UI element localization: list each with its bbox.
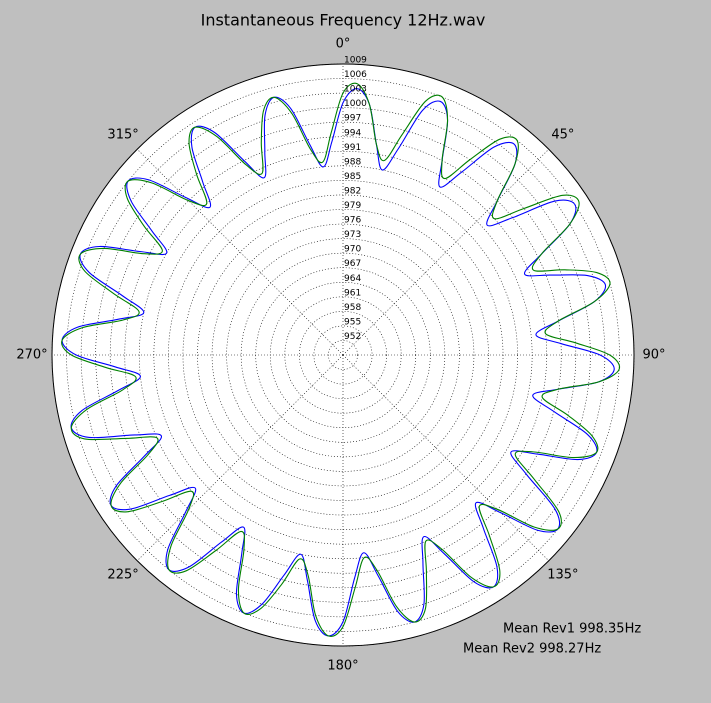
r-tick-label: 973 <box>344 230 361 240</box>
r-tick-label: 994 <box>344 128 361 138</box>
r-tick-label: 1003 <box>344 85 367 95</box>
theta-tick-label: 45° <box>551 128 574 143</box>
grid-spoke <box>342 354 549 561</box>
theta-tick-label: 315° <box>107 128 138 143</box>
grid-spoke <box>342 149 549 356</box>
r-tick-label: 967 <box>344 259 361 269</box>
theta-tick-label: 135° <box>547 567 578 582</box>
grid-circle <box>284 296 402 414</box>
r-tick-label: 964 <box>344 274 361 284</box>
grid-circle <box>182 194 504 516</box>
annotation: Mean Rev1 998.35Hz <box>503 622 641 637</box>
plot-area <box>51 63 635 647</box>
r-tick-label: 991 <box>344 143 361 153</box>
plot-border <box>51 63 635 647</box>
theta-tick-label: 270° <box>16 348 47 363</box>
r-tick-label: 1009 <box>344 56 367 66</box>
grid-circle <box>211 223 475 487</box>
r-tick-label: 961 <box>344 288 361 298</box>
theta-tick-label: 0° <box>336 37 351 52</box>
r-tick-label: 985 <box>344 172 361 182</box>
r-tick-label: 982 <box>344 186 361 196</box>
theta-tick-label: 225° <box>107 567 138 582</box>
grid-circle <box>313 325 373 385</box>
grid-circle <box>240 252 446 458</box>
grid-spoke <box>137 149 344 356</box>
theta-tick-label: 180° <box>327 659 358 674</box>
grid-circle <box>124 136 562 574</box>
r-tick-label: 979 <box>344 201 361 211</box>
grid-circle <box>95 107 591 603</box>
grid-circle <box>139 151 547 559</box>
annotation: Mean Rev2 998.27Hz <box>463 642 601 657</box>
series-line <box>61 82 621 637</box>
grid-circle <box>299 311 387 399</box>
grid-circle <box>328 340 358 370</box>
grid-spoke <box>137 354 344 561</box>
r-tick-label: 988 <box>344 157 361 167</box>
r-tick-label: 955 <box>344 317 361 327</box>
grid-circle <box>197 209 489 501</box>
grid-circle <box>109 121 577 589</box>
r-tick-label: 1006 <box>344 70 367 80</box>
r-tick-label: 958 <box>344 303 361 313</box>
r-tick-label: 952 <box>344 332 361 342</box>
r-tick-label: 970 <box>344 245 361 255</box>
r-tick-label: 1000 <box>344 99 367 109</box>
theta-tick-label: 90° <box>642 348 665 363</box>
chart-title: Instantaneous Frequency 12Hz.wav <box>201 11 486 30</box>
r-tick-label: 997 <box>344 114 361 124</box>
r-tick-label: 976 <box>344 216 361 226</box>
